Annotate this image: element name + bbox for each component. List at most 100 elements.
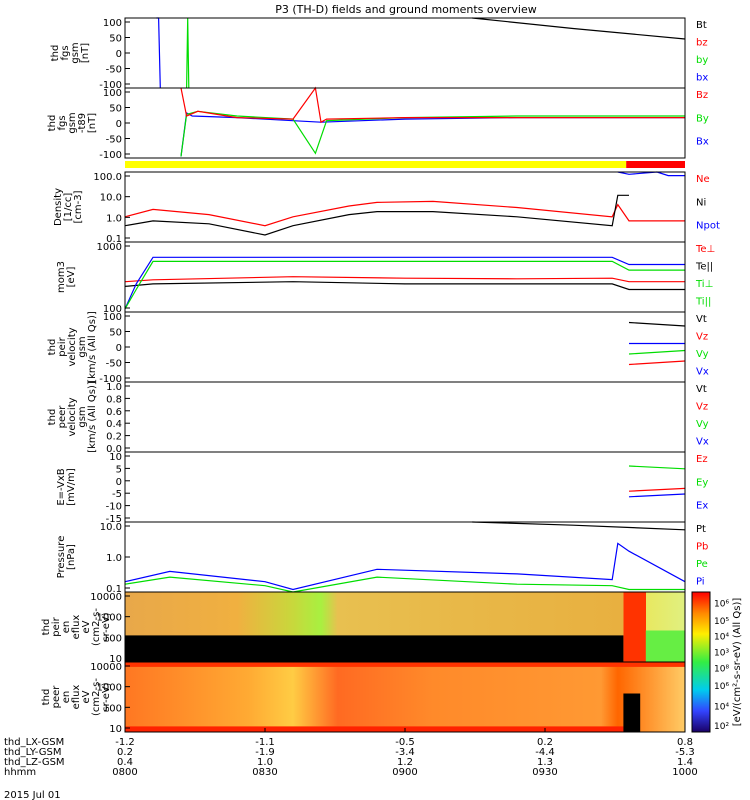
y-axis-label: (cm2-s- <box>91 678 102 716</box>
y-tick-label: 10 <box>109 654 122 665</box>
y-tick-label: -100 <box>99 150 122 161</box>
y-axis-label: -t89 <box>77 113 88 133</box>
heatmap-field <box>125 662 685 732</box>
y-tick-label: 10.0 <box>100 193 122 204</box>
legend-entry: Vx <box>696 437 709 448</box>
panel-frame <box>124 311 686 383</box>
legend-entry: bx <box>696 73 708 84</box>
y-axis-label: gsm <box>77 406 88 427</box>
panel-frame <box>124 451 686 523</box>
series-line-Ez <box>628 487 686 492</box>
y-axis-label: [eV] <box>66 267 77 288</box>
x-tick-label: -1.2 <box>115 737 135 748</box>
series-line-Vt <box>628 321 686 327</box>
series-line-Vz <box>628 360 686 366</box>
colorbar-tick-label: 10⁶ <box>714 600 729 610</box>
mode-bar-red <box>626 161 685 168</box>
legend-entry: Ne <box>696 174 710 185</box>
y-axis-label: en <box>61 691 72 704</box>
series-line-Te⊥ <box>124 276 685 283</box>
x-tick-label: 0.2 <box>537 737 553 748</box>
y-axis-label: peer <box>51 685 62 709</box>
y-axis-label: eV <box>81 620 92 633</box>
y-axis-label: velocity <box>67 397 78 436</box>
y-tick-label: 50 <box>109 34 122 45</box>
legend-entry: Ez <box>696 454 708 465</box>
y-tick-label: -50 <box>106 359 122 370</box>
y-tick-label: 100 <box>103 633 122 644</box>
y-axis-label: [cm-3] <box>73 190 84 223</box>
colorbar-tick-label: 10⁴ <box>714 632 729 642</box>
y-axis-label: peir <box>51 616 62 636</box>
legend-entry: Bt <box>696 20 707 31</box>
colorbar-tick-label: 10⁶ <box>714 682 729 692</box>
x-tick-label: 0900 <box>392 767 417 778</box>
panel-frame <box>124 241 686 313</box>
x-tick-label: -4.4 <box>535 747 555 758</box>
legend-entry: Vx <box>696 367 709 378</box>
series-line-Ni <box>124 194 629 236</box>
panel-frame <box>124 87 686 159</box>
series-line-Ex <box>628 493 686 498</box>
y-axis-label: eflux <box>71 685 82 710</box>
y-tick-label: 0.6 <box>106 407 122 418</box>
y-tick-label: 50 <box>109 104 122 115</box>
series-line-Bx <box>180 111 685 157</box>
y-tick-label: 0 <box>116 49 122 60</box>
legend-entry: Pe <box>696 559 708 570</box>
y-axis-label: [nT] <box>80 43 91 63</box>
x-tick-label: 1.3 <box>537 757 553 768</box>
x-tick-label: 1000 <box>672 767 697 778</box>
colorbar-label: [eV/(cm²-s-sr-eV) (All Qs)] <box>732 598 743 727</box>
panel-9: 10000 1000 100 10 thd peir en eflux eV (cm2-s-sr-… <box>41 591 686 665</box>
legend-entry: Vz <box>696 332 708 343</box>
y-tick-label: 0 <box>116 343 122 354</box>
y-axis-label: [1/cc] <box>63 193 74 222</box>
y-tick-label: 0.1 <box>106 584 122 595</box>
series-line-Ti⊥ <box>124 256 685 310</box>
x-row-label: thd_LZ-GSM <box>4 757 65 768</box>
series-line-Npot <box>617 171 685 177</box>
y-tick-label: 100 <box>103 18 122 29</box>
panel-frame <box>124 381 686 453</box>
y-tick-label: 1000 <box>97 683 122 694</box>
panel-frame <box>124 171 686 243</box>
colorbar-tick-label: 10³ <box>714 649 729 659</box>
series-line-Ey <box>628 465 686 470</box>
series-line-Vy <box>628 349 686 355</box>
y-axis-label: gsm <box>70 42 81 63</box>
legend-entry: Pt <box>696 524 706 535</box>
y-axis-label: thd <box>41 619 52 636</box>
y-tick-label: -100 <box>99 374 122 385</box>
x-tick-label: 0.4 <box>117 757 133 768</box>
y-axis-label: mom3 <box>56 261 67 293</box>
heatmap-black-block <box>623 693 641 732</box>
x-tick-label: 0830 <box>252 767 277 778</box>
x-tick-label: -5.3 <box>675 747 695 758</box>
y-axis-label: thd <box>50 45 61 62</box>
y-axis-label: [mV/m] <box>66 468 77 506</box>
y-axis-label: E=-VxB <box>56 468 67 505</box>
y-axis-label: Pressure <box>56 536 67 579</box>
y-tick-label: 100 <box>103 312 122 323</box>
heatmap-top-band <box>125 662 685 667</box>
y-axis-label: fgs <box>57 115 68 130</box>
x-tick-label: -0.5 <box>395 737 415 748</box>
panel-frame <box>124 17 686 89</box>
series-line-Ne <box>124 200 685 227</box>
colorbar <box>691 591 711 733</box>
legend-entry: Ti|| <box>695 297 711 308</box>
y-axis-label: Density <box>53 188 64 226</box>
y-tick-label: 1.0 <box>106 382 122 393</box>
y-tick-label: -50 <box>106 65 122 76</box>
y-axis-label: sr-eV) <box>101 612 112 641</box>
y-axis-label: [km/s (All Qs)] <box>87 381 98 453</box>
x-tick-label: 1.2 <box>397 757 413 768</box>
colorbar-tick-label: 10² <box>714 722 729 732</box>
legend-entry: Vt <box>696 384 707 395</box>
y-tick-label: 10 <box>109 452 122 463</box>
x-tick-label: -1.9 <box>255 747 275 758</box>
y-tick-label: 0.4 <box>106 419 122 430</box>
series-line-Pt <box>472 521 686 531</box>
